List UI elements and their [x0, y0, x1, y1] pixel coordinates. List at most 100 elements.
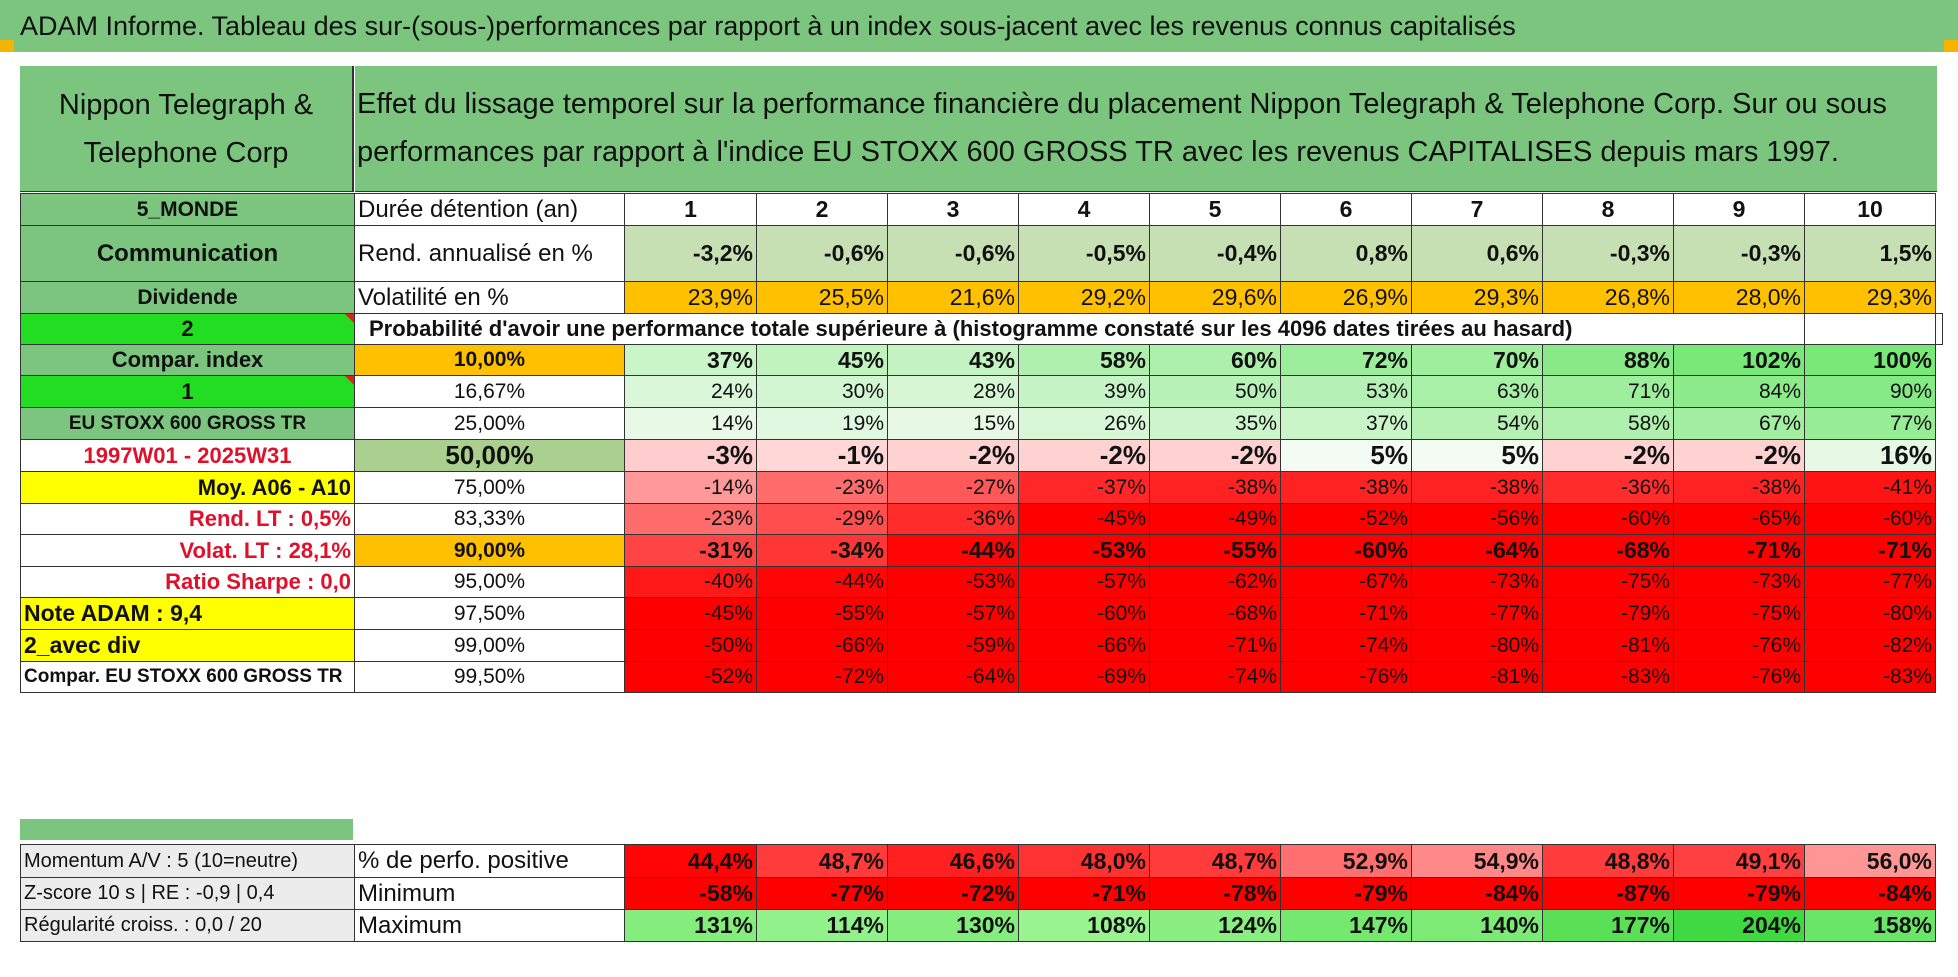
probability-value: -59% [887, 629, 1019, 662]
probability-value: -60% [1280, 534, 1412, 567]
probability-value: -27% [887, 471, 1019, 504]
year-header: 1 [624, 193, 757, 226]
probability-value: -76% [1673, 629, 1805, 662]
minimum-value: -71% [1018, 877, 1150, 910]
probability-value: -29% [756, 503, 888, 535]
probability-value: -2% [1542, 439, 1674, 472]
probability-value: -52% [624, 661, 757, 693]
probability-value: -31% [624, 534, 757, 567]
momentum-label: Momentum A/V : 5 (10=neutre) [20, 844, 355, 878]
probability-value: -52% [1280, 503, 1412, 535]
probability-value: -81% [1411, 661, 1543, 693]
volat-lt-label: Volat. LT : 28,1% [20, 534, 355, 567]
threshold-value: 75,00% [354, 471, 625, 504]
threshold-value: 25,00% [354, 407, 625, 440]
row-probability: 1 16,67% 24% 30% 28% 39% 50% 53% 63% 71% 84% 90% [20, 375, 1943, 408]
avec-div-label: 2_avec div [20, 629, 355, 662]
pct-positive-value: 56,0% [1804, 844, 1936, 878]
note-label: Note ADAM : 9,4 [20, 597, 355, 630]
maximum-value: 108% [1018, 909, 1150, 942]
probability-value: -64% [887, 661, 1019, 693]
row-probability: Ratio Sharpe : 0,0 95,00% -40% -44% -53% -57%… [20, 566, 1943, 598]
probability-value: -2% [887, 439, 1019, 472]
probability-value: 84% [1673, 375, 1805, 408]
minimum-value: -84% [1804, 877, 1936, 910]
minimum-value: -77% [756, 877, 888, 910]
volatilite-value: 25,5% [756, 281, 888, 314]
probability-value: -2% [1018, 439, 1150, 472]
maximum-value: 158% [1804, 909, 1936, 942]
maximum-value: 177% [1542, 909, 1674, 942]
row-probability: 2_avec div 99,00% -50% -66% -59% -66% -71% -74%… [20, 629, 1943, 662]
probability-value: 72% [1280, 344, 1412, 376]
probability-value: -66% [756, 629, 888, 662]
probability-value: -23% [624, 503, 757, 535]
rendement-value: 1,5% [1804, 225, 1936, 282]
rendement-value: 0,6% [1411, 225, 1543, 282]
volatilite-value: 28,0% [1673, 281, 1805, 314]
probability-value: -76% [1673, 661, 1805, 693]
empty-cell [1804, 313, 1936, 345]
description-line-2: performances par rapport à l'indice EU S… [357, 136, 1839, 168]
maximum-label: Maximum [354, 909, 625, 942]
row-minimum: Z-score 10 s | RE : -0,9 | 0,4 Minimum -58… [20, 877, 1936, 910]
probability-value: -73% [1673, 566, 1805, 598]
probability-value: -2% [1149, 439, 1281, 472]
probability-value: -60% [1804, 503, 1936, 535]
probability-value: -79% [1542, 597, 1674, 630]
title-band [0, 0, 1958, 52]
maximum-value: 140% [1411, 909, 1543, 942]
val1-cell: 1 [20, 375, 355, 408]
row-durations: 5_MONDE Durée détention (an) 1 2 3 4 5 6 7 8 9 10 [20, 193, 1943, 226]
probability-value: 43% [887, 344, 1019, 376]
row-probability: Note ADAM : 9,4 97,50% -45% -55% -57% -60% -68… [20, 597, 1943, 630]
threshold-value: 90,00% [354, 534, 625, 567]
pct-positive-value: 48,7% [1149, 844, 1281, 878]
row-probability: Compar. EU STOXX 600 GROSS TR 99,50% -52% -… [20, 661, 1943, 693]
probability-value: -23% [756, 471, 888, 504]
row-probability: Volat. LT : 28,1% 90,00% -31% -34% -44% -53% -… [20, 534, 1943, 567]
probability-value: -36% [1542, 471, 1674, 504]
row-volatilite: Dividende Volatilité en % 23,9% 25,5% 21,6% 2… [20, 281, 1943, 314]
probability-value: -71% [1804, 534, 1936, 567]
maximum-value: 124% [1149, 909, 1281, 942]
rendement-value: -0,6% [756, 225, 888, 282]
year-header: 8 [1542, 193, 1674, 226]
probability-value: 24% [624, 375, 757, 408]
probability-value: 19% [756, 407, 888, 440]
volatilite-value: 29,6% [1149, 281, 1281, 314]
maximum-value: 147% [1280, 909, 1412, 942]
rendement-value: -3,2% [624, 225, 757, 282]
probability-value: -38% [1673, 471, 1805, 504]
probability-value: -77% [1411, 597, 1543, 630]
rendement-label: Rend. annualisé en % [354, 225, 625, 282]
probability-value: 30% [756, 375, 888, 408]
probability-value: -74% [1280, 629, 1412, 662]
threshold-value: 99,00% [354, 629, 625, 662]
probability-value: 100% [1804, 344, 1936, 376]
company-name: Nippon Telegraph & Telephone Corp [20, 66, 354, 192]
probability-value: -53% [1018, 534, 1150, 567]
probability-value: 14% [624, 407, 757, 440]
row-rendement: Communication Rend. annualisé en % -3,2% -0… [20, 225, 1943, 282]
val2-cell: 2 [20, 313, 355, 345]
probability-value: 58% [1542, 407, 1674, 440]
probability-value: -73% [1411, 566, 1543, 598]
probability-value: 60% [1149, 344, 1281, 376]
pct-positive-value: 48,0% [1018, 844, 1150, 878]
probability-value: -14% [624, 471, 757, 504]
pct-positive-value: 44,4% [624, 844, 757, 878]
year-header: 3 [887, 193, 1019, 226]
probability-value: -38% [1280, 471, 1412, 504]
pct-positive-value: 48,8% [1542, 844, 1674, 878]
probability-value: -69% [1018, 661, 1150, 693]
year-header: 2 [756, 193, 888, 226]
probability-value: -68% [1542, 534, 1674, 567]
probability-value: -76% [1280, 661, 1412, 693]
period-label: 1997W01 - 2025W31 [20, 439, 355, 472]
probability-value: -49% [1149, 503, 1281, 535]
probability-value: -66% [1018, 629, 1150, 662]
probability-value: -44% [887, 534, 1019, 567]
rendement-value: -0,4% [1149, 225, 1281, 282]
comment-marker-icon [345, 376, 354, 385]
